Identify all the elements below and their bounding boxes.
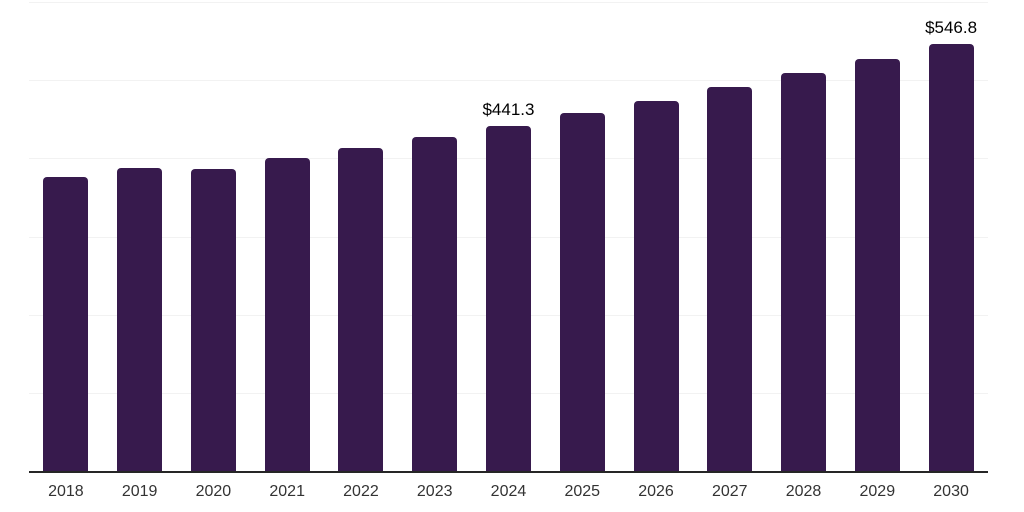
bar-2022 [338,148,384,471]
x-axis-label-2019: 2019 [121,483,158,500]
bar-slot-2021 [250,2,324,471]
x-axis-label-2021: 2021 [269,483,305,500]
value-label-2030: $546.8 [925,17,978,37]
bar-slot-2020 [177,2,251,471]
bar-2018 [43,177,89,471]
value-label-2024: $441.3 [482,100,535,120]
x-axis-label-2024: 2024 [490,483,527,500]
bar-2030 [928,43,974,471]
plot-area: $441.3 $546.8 [29,2,988,473]
x-axis-label-2030: 2030 [933,483,969,500]
bar-slot-2024: $441.3 [472,2,546,471]
x-axis-label-2023: 2023 [416,483,453,500]
bar-2025 [559,113,605,471]
bar-2019 [117,167,163,471]
x-axis-label-2027: 2027 [711,483,748,500]
bars-row: $441.3 $546.8 [29,2,988,471]
bar-slot-2027 [693,2,767,471]
bar-slot-2026 [619,2,693,471]
bar-2027 [707,86,753,471]
bar-slot-2022 [324,2,398,471]
bar-slot-2018 [29,2,103,471]
bar-2024 [485,126,531,471]
x-axis-label-2018: 2018 [48,483,84,500]
bar-2021 [264,158,310,471]
bar-slot-2023 [398,2,472,471]
bar-slot-2025 [545,2,619,471]
bar-2023 [412,136,458,471]
x-axis-label-2026: 2026 [638,483,674,500]
bar-slot-2028 [767,2,841,471]
bar-2020 [190,169,236,471]
bar-slot-2030: $546.8 [914,2,988,471]
bar-2029 [854,58,900,471]
gridline-500 [29,80,988,82]
bar-2028 [781,72,827,471]
x-axis-label-2025: 2025 [564,483,601,500]
gridline-600 [29,2,988,3]
x-axis-label-2020: 2020 [195,483,232,500]
bar-2026 [633,100,679,471]
x-axis-label-2022: 2022 [343,483,379,500]
bar-slot-2019 [103,2,177,471]
x-axis-label-2028: 2028 [785,483,822,500]
x-axis-labels: 2018 2019 2020 2021 2022 2023 2024 2025 2026 2027… [29,481,988,503]
bar-slot-2029 [840,2,914,471]
x-axis-label-2029: 2029 [859,483,896,500]
